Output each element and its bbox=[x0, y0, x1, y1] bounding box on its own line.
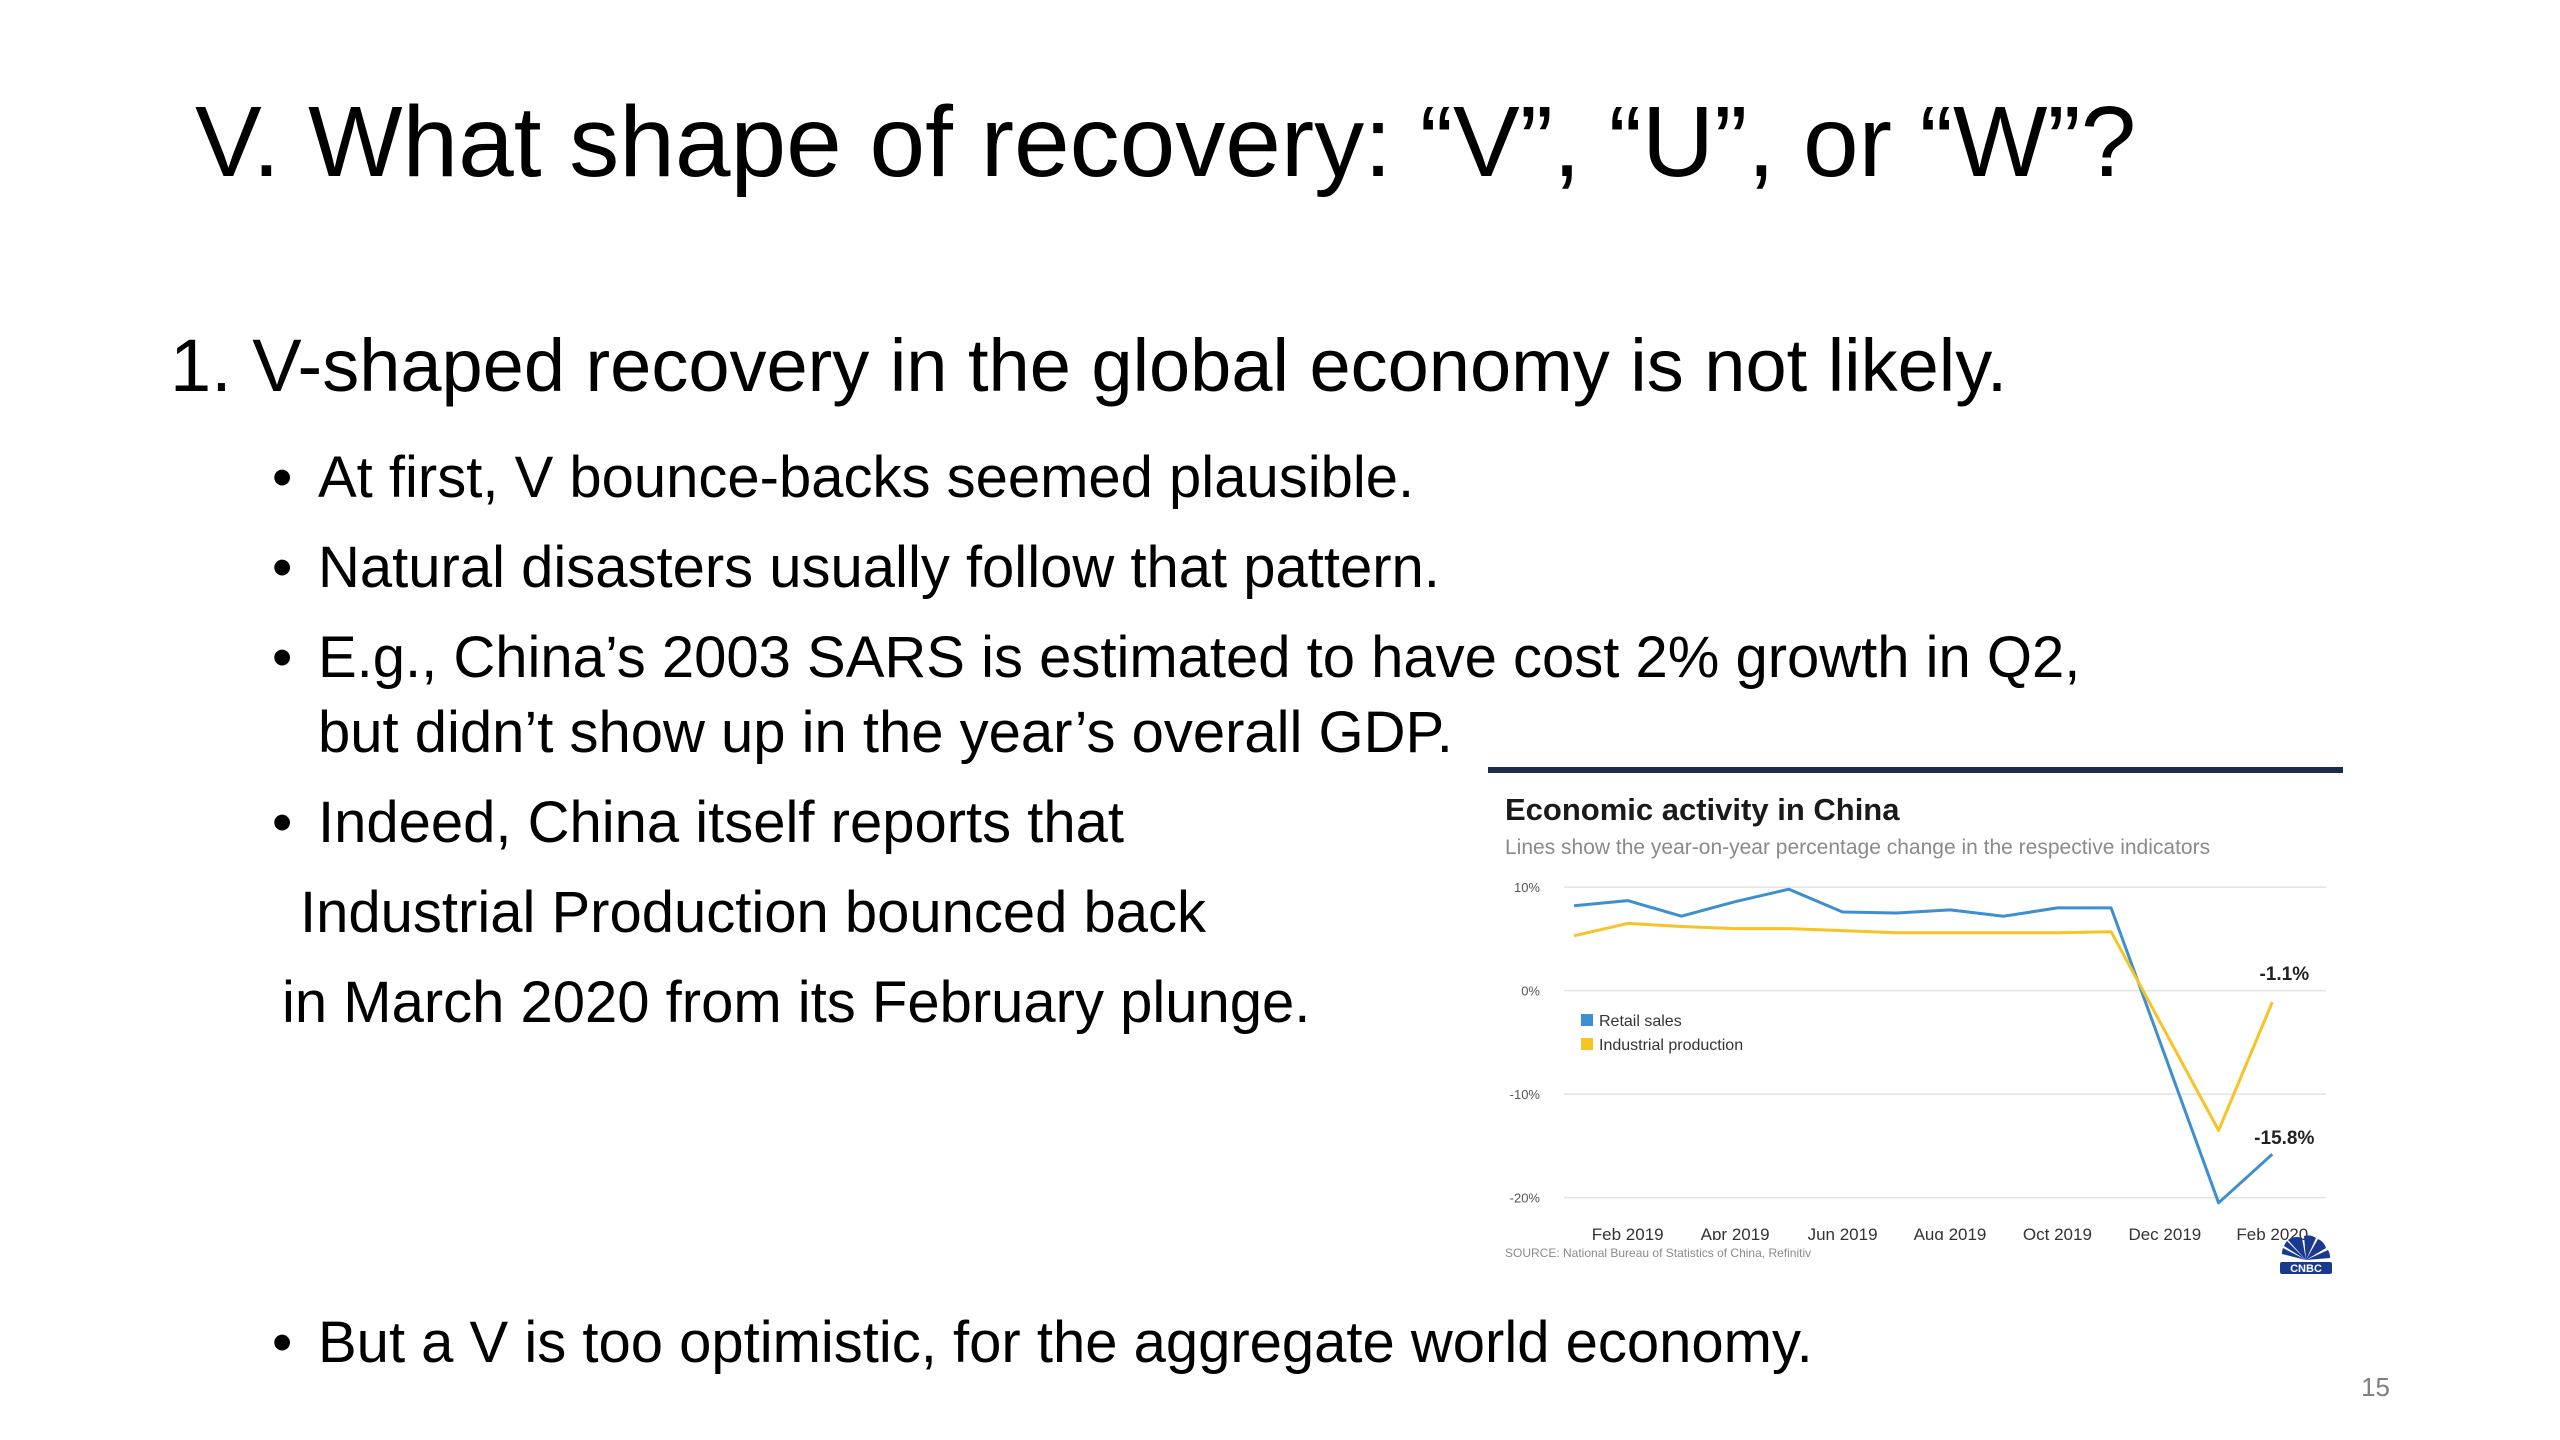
logo-text: CNBC bbox=[2290, 1263, 2322, 1275]
bullet-text: Indeed, China itself reports that bbox=[318, 790, 1125, 855]
bullet-dot-icon: • bbox=[272, 790, 293, 855]
bullet-dot-icon: • bbox=[272, 445, 293, 510]
bullet-dot-icon: • bbox=[272, 535, 293, 600]
bullet-text: At first, V bounce-backs seemed plausibl… bbox=[318, 445, 1415, 510]
data-label: -15.8% bbox=[2254, 1128, 2314, 1149]
bullet-item: • Natural disasters usually follow that … bbox=[272, 533, 1440, 603]
y-tick-label: -20% bbox=[1510, 1191, 1541, 1206]
cnbc-peacock-logo-icon: CNBC bbox=[2280, 1235, 2332, 1275]
x-tick-label: Apr 2019 bbox=[1701, 1225, 1770, 1240]
x-tick-label: Dec 2019 bbox=[2128, 1225, 2201, 1240]
bullet-text: But a V is too optimistic, for the aggre… bbox=[318, 1310, 1813, 1375]
line-chart: 10% 0% -10% -20% Feb 2019 Apr 2019 Jun 2019 Aug… bbox=[1510, 880, 2326, 1240]
x-tick-label: Aug 2019 bbox=[1914, 1225, 1987, 1240]
legend-label: Industrial production bbox=[1599, 1037, 1743, 1054]
x-tick-label: Jun 2019 bbox=[1808, 1225, 1878, 1240]
main-heading: 1. V-shaped recovery in the global econo… bbox=[170, 324, 2008, 407]
y-tick-label: 0% bbox=[1521, 984, 1540, 999]
bullet-dot-icon: • bbox=[272, 625, 293, 690]
y-tick-label: -10% bbox=[1510, 1087, 1541, 1102]
slide-title: V. What shape of recovery: “V”, “U”, or … bbox=[195, 86, 2137, 198]
bullet-continuation: but didn’t show up in the year’s overall… bbox=[318, 700, 1453, 765]
bullet-item: • E.g., China’s 2003 SARS is estimated t… bbox=[272, 623, 2081, 693]
bullet-text: Natural disasters usually follow that pa… bbox=[318, 535, 1440, 600]
chart-subtitle: Lines show the year-on-year percentage c… bbox=[1505, 836, 2211, 859]
page-number: 15 bbox=[2361, 1372, 2390, 1402]
bullet-dot-icon: • bbox=[272, 1310, 293, 1375]
bullet-continuation: Industrial Production bounced back bbox=[300, 880, 1207, 945]
x-tick-label: Oct 2019 bbox=[2023, 1225, 2092, 1240]
series-line-retail-sales bbox=[1573, 887, 2274, 1205]
bullet-text: E.g., China’s 2003 SARS is estimated to … bbox=[318, 625, 2081, 690]
bullet-item: • At first, V bounce-backs seemed plausi… bbox=[272, 443, 1415, 513]
series-line-industrial-production bbox=[1573, 921, 2274, 1132]
chart-title: Economic activity in China bbox=[1505, 792, 1900, 827]
legend-swatch bbox=[1581, 1038, 1593, 1050]
legend-label: Retail sales bbox=[1599, 1013, 1682, 1030]
data-label: -1.1% bbox=[2259, 964, 2309, 985]
bullet-item: • Indeed, China itself reports that bbox=[272, 788, 1125, 858]
chart-source: SOURCE: National Bureau of Statistics of… bbox=[1505, 1246, 1812, 1260]
chart-top-rule bbox=[1488, 767, 2343, 773]
bullet-item: • But a V is too optimistic, for the agg… bbox=[272, 1308, 1813, 1378]
x-tick-label: Feb 2019 bbox=[1592, 1225, 1664, 1240]
legend-swatch bbox=[1581, 1014, 1593, 1026]
y-tick-label: 10% bbox=[1514, 880, 1540, 895]
x-tick-label: Feb 2020 bbox=[2236, 1225, 2308, 1240]
bullet-continuation: in March 2020 from its February plunge. bbox=[282, 970, 1311, 1035]
